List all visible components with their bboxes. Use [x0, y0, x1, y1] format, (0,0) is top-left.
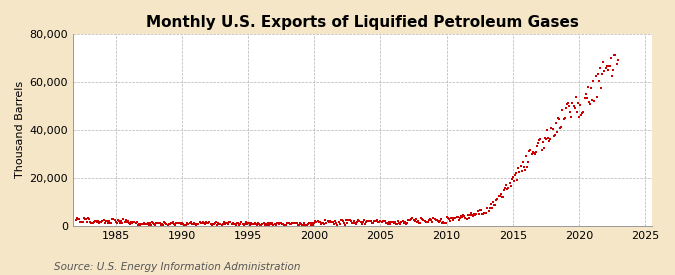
Text: Source: U.S. Energy Information Administration: Source: U.S. Energy Information Administ…	[54, 262, 300, 272]
Title: Monthly U.S. Exports of Liquified Petroleum Gases: Monthly U.S. Exports of Liquified Petrol…	[146, 15, 578, 30]
Y-axis label: Thousand Barrels: Thousand Barrels	[15, 81, 25, 178]
